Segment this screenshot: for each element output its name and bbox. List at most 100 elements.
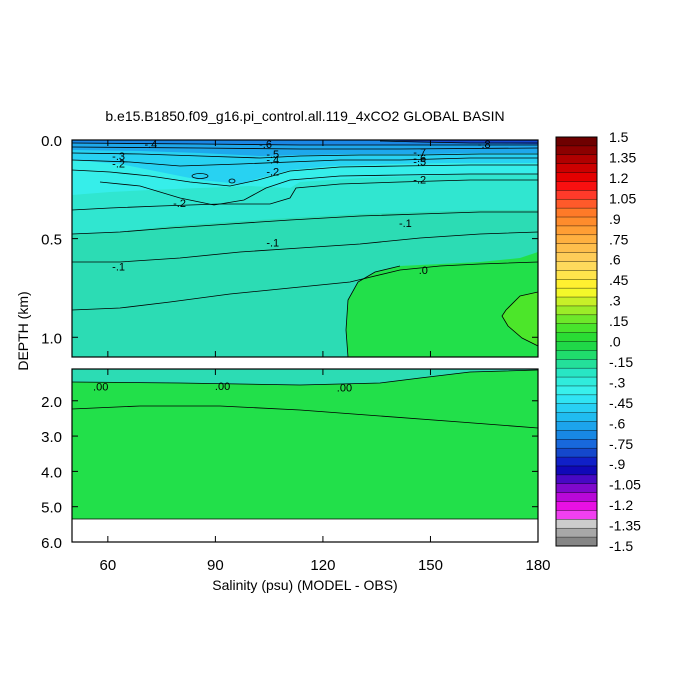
colorbar-swatch — [556, 439, 597, 449]
x-tick-label: 90 — [207, 557, 224, 574]
contour-line — [72, 152, 538, 159]
contour-line — [228, 178, 236, 184]
colorbar-label: .3 — [609, 293, 621, 309]
colorbar-swatch — [556, 377, 597, 387]
colorbar-label: -.75 — [609, 436, 633, 452]
contour-label: -.1 — [112, 261, 125, 273]
upper-panel-frame — [71, 139, 539, 358]
contour-labels: -.4 -.6 -.8-.3-.2-.5-.4-.2-.7-.6-.5-.2-.2-… — [93, 139, 491, 394]
contour-line — [72, 261, 538, 311]
contour-line — [501, 291, 538, 347]
colorbar-swatch — [556, 519, 597, 529]
colorbar-swatch — [556, 208, 597, 218]
contour-label: -.1 — [399, 218, 412, 230]
contour-label: .00 — [337, 382, 352, 394]
lower-panel-frame — [71, 368, 539, 543]
colorbar-label: .15 — [609, 313, 629, 329]
colorbar-swatch — [556, 359, 597, 369]
colorbar-swatch — [556, 385, 597, 396]
missing-data-area — [72, 519, 538, 542]
colorbar-swatch — [556, 234, 597, 244]
chart-title: b.e15.B1850.f09_g16.pi_control.all.119_4… — [105, 108, 504, 124]
colorbar-swatch — [556, 465, 597, 476]
colorbar-swatch — [556, 492, 597, 502]
colorbar-swatch — [556, 314, 597, 325]
colorbar-label: .45 — [609, 272, 629, 288]
contour-label: -.4 — [144, 139, 157, 151]
y-tick-label: 3.0 — [41, 429, 62, 446]
colorbar-swatch — [556, 137, 597, 147]
contour-line — [72, 146, 538, 150]
contour-label: -.2 — [266, 167, 279, 179]
colorbar-label: .75 — [609, 231, 629, 247]
colorbar-swatch — [556, 270, 597, 280]
contour-label: -.2 — [112, 159, 125, 171]
contour-label: .00 — [93, 382, 108, 394]
x-tick-label: 60 — [100, 557, 117, 574]
x-tick-label: 120 — [310, 557, 335, 574]
x-tick-label: 150 — [418, 557, 443, 574]
contour-line — [379, 140, 538, 144]
colorbar-swatch — [556, 305, 597, 316]
contour-line — [72, 369, 538, 386]
contour-label: -.2 — [173, 198, 186, 210]
colorbar-swatch — [556, 412, 597, 422]
colorbar-label: -.45 — [609, 395, 633, 411]
y-tick-label: 1.0 — [41, 330, 62, 347]
colorbar-swatch — [556, 297, 597, 307]
colorbar-swatch — [556, 394, 597, 405]
colorbar-swatch — [556, 243, 597, 253]
colorbar-swatch — [556, 403, 597, 413]
colorbar-label: -.3 — [609, 374, 626, 390]
colorbar-swatch — [556, 457, 597, 467]
colorbar-label: -.9 — [609, 456, 626, 472]
colorbar-swatch — [556, 288, 597, 298]
colorbar-label: 1.5 — [609, 129, 629, 145]
contour-line — [72, 157, 538, 167]
colorbar-swatch — [556, 323, 597, 333]
colorbar-label: 1.05 — [609, 190, 636, 206]
colorbar-swatch — [556, 199, 597, 209]
colorbar-label: -1.05 — [609, 477, 641, 493]
contour-label: -.6 — [413, 153, 426, 165]
colorbar-swatch — [556, 528, 597, 538]
contour-label: -.4 — [266, 155, 279, 167]
field-level-m005 — [72, 369, 538, 385]
axes: 60 90 120 150 180 0.0 0.5 1.0 2.0 3.0 4.0 5.0 6.0 — [41, 133, 550, 574]
contour-line — [72, 164, 538, 187]
colorbar: 1.5 1.35 1.2 1.05 .9 .75 .6 .45 .3 .15 .0 -.15 -.3 -.… — [555, 129, 641, 554]
upper-panel-fields — [72, 140, 538, 357]
contour-line — [99, 173, 538, 206]
colorbar-swatch — [556, 537, 597, 547]
lower-panel-fields — [72, 369, 538, 542]
contour-label: -.5 — [413, 157, 426, 169]
colorbar-swatch — [556, 332, 597, 342]
colorbar-swatch — [556, 350, 597, 360]
colorbar-label: .9 — [609, 211, 621, 227]
y-tick-label: 5.0 — [41, 500, 62, 517]
contour-line — [191, 173, 209, 179]
colorbar-swatch — [556, 225, 597, 236]
contour-line — [72, 405, 538, 429]
contour-label: .00 — [215, 381, 230, 393]
field-level-0 — [72, 369, 538, 519]
colorbar-swatch — [556, 154, 597, 164]
lower-panel-contours — [72, 369, 538, 520]
colorbar-swatch — [556, 181, 597, 191]
field-level-0 — [346, 252, 538, 357]
colorbar-swatch — [556, 430, 597, 440]
colorbar-swatch — [556, 252, 597, 262]
colorbar-swatch — [556, 341, 597, 351]
contour-label: -.3 — [112, 151, 125, 163]
colorbar-swatch — [556, 217, 597, 227]
colorbar-label: -.6 — [609, 415, 626, 431]
colorbar-frame — [555, 136, 598, 547]
upper-panel-contours — [72, 140, 538, 357]
colorbar-label: .6 — [609, 252, 621, 268]
colorbar-swatch — [556, 279, 597, 289]
contour-label: -.2 — [413, 174, 426, 186]
colorbar-swatch — [556, 145, 597, 156]
colorbar-swatch — [556, 163, 597, 173]
colorbar-swatch — [556, 483, 597, 493]
